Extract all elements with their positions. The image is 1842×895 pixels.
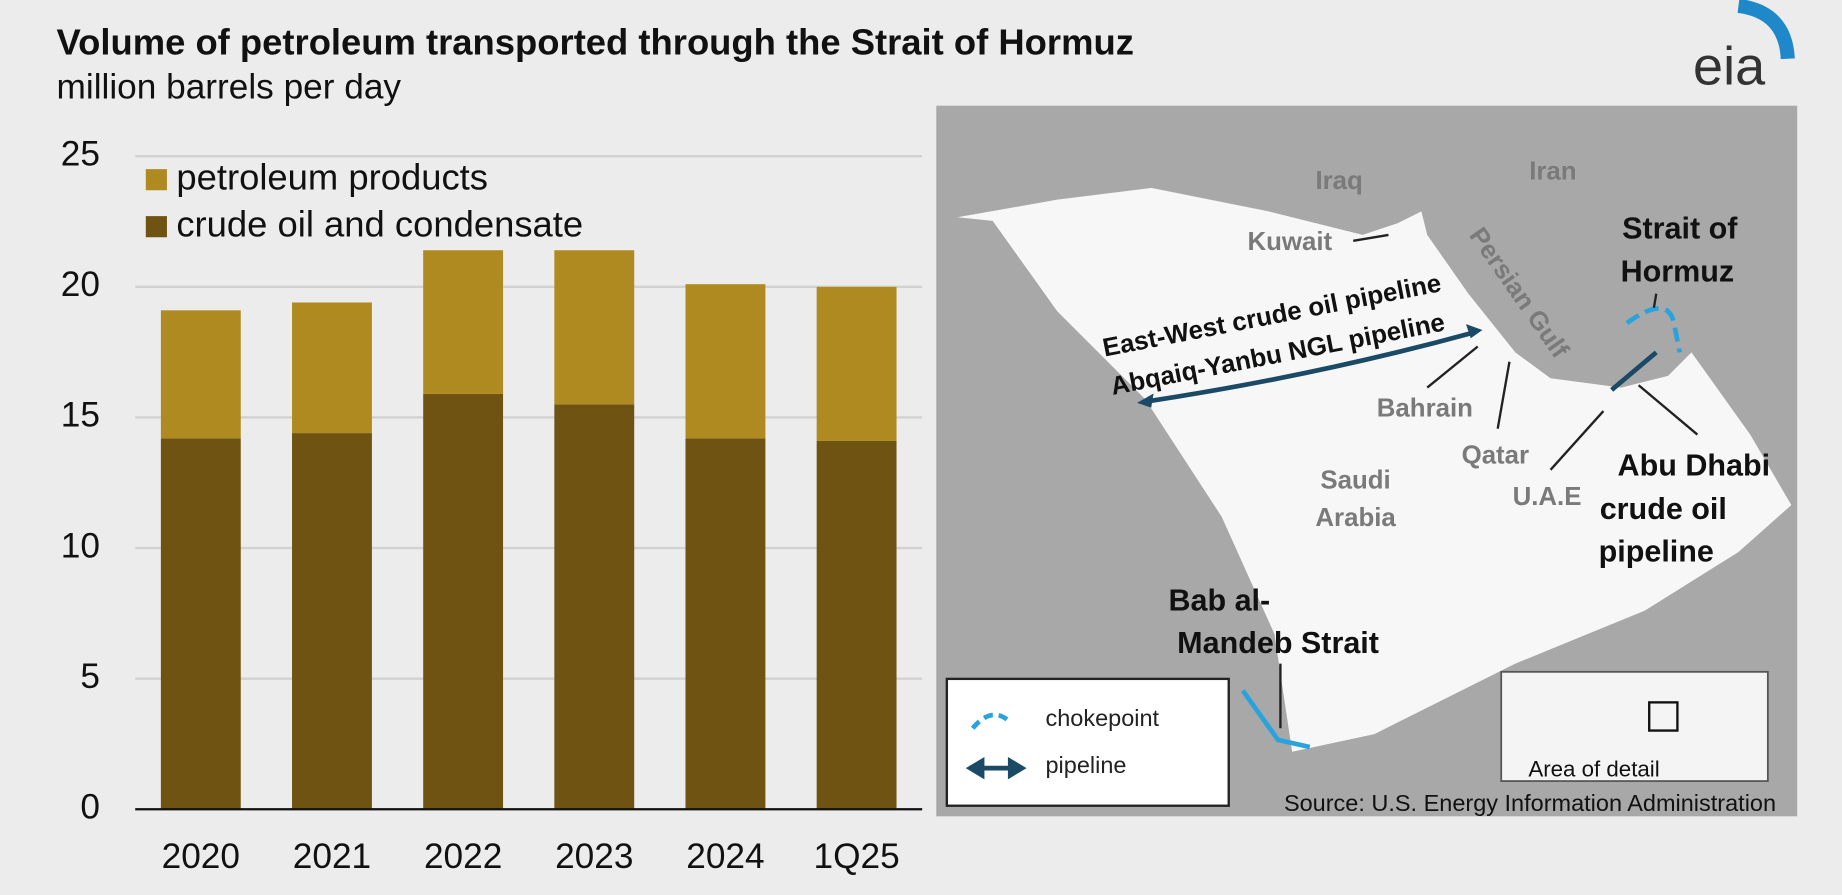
bar-segment [160, 310, 241, 439]
map-label: Qatar [1462, 442, 1529, 470]
bar-segment [423, 250, 504, 394]
x-tick-label: 2020 [162, 837, 240, 876]
logo-swoosh [1737, 0, 1795, 60]
map-label: Iraq [1315, 167, 1362, 195]
abu-dhabi-pipeline [1610, 350, 1658, 392]
bar-segment [292, 433, 372, 810]
bar-segment [554, 404, 635, 810]
map-label: Strait of [1622, 211, 1738, 245]
legend-label: crude oil and condensate [176, 203, 583, 244]
chart-title: Volume of petroleum transported through … [57, 21, 1134, 62]
x-tick-label: 2024 [686, 837, 764, 876]
bar-segment [423, 393, 504, 810]
bab-chokepoint [1240, 689, 1311, 750]
y-tick-label: 20 [61, 265, 100, 304]
x-tick-label: 2022 [424, 837, 502, 876]
map-label: U.A.E [1513, 483, 1582, 511]
y-tick-label: 15 [61, 396, 100, 435]
source: Source: U.S. Energy Information Administ… [1284, 790, 1776, 816]
legend-pipeline-symbol [965, 756, 1027, 780]
map-legend-label: chokepoint [1046, 705, 1160, 731]
east-west-pipeline [1144, 330, 1475, 405]
map-label: Iran [1529, 157, 1576, 185]
bar-segment [816, 286, 897, 441]
bar-segment [554, 250, 635, 405]
chart-subtitle: million barrels per day [57, 68, 402, 107]
inset-map [1500, 670, 1769, 782]
legend-swatch [145, 216, 167, 238]
logo: eia [1693, 37, 1766, 97]
y-tick-label: 10 [61, 526, 100, 565]
map-label: Kuwait [1247, 228, 1332, 256]
map-label: Bahrain [1377, 395, 1473, 423]
x-tick-label: 2021 [293, 837, 371, 876]
map-label: Arabia [1315, 504, 1396, 532]
map-label: crude oil [1600, 492, 1727, 526]
y-tick-label: 0 [80, 788, 100, 827]
bar-segment [292, 302, 372, 434]
map-label: Saudi [1320, 466, 1390, 494]
legend-chokepoint-symbol [970, 712, 1012, 730]
leader-lines [1279, 233, 1699, 729]
y-tick-label: 5 [80, 657, 100, 696]
y-tick-label: 25 [61, 135, 100, 174]
legend-swatch [145, 169, 167, 191]
map-label: Abu Dhabi [1618, 449, 1771, 483]
hormuz-chokepoint [1625, 306, 1683, 353]
map-label: Hormuz [1621, 255, 1735, 289]
map-legend-label: pipeline [1046, 752, 1127, 778]
inset-label: Area of detail [1528, 756, 1659, 781]
bar-segment [685, 284, 766, 439]
bar-segment [685, 438, 766, 810]
inset-detail-box [1648, 701, 1679, 732]
map-label: pipeline [1599, 534, 1714, 568]
arabian-peninsula [957, 187, 1792, 752]
map-label: Mandeb Strait [1177, 626, 1379, 660]
x-tick-label: 2023 [555, 837, 633, 876]
bar-segment [160, 438, 241, 810]
legend-label: petroleum products [176, 156, 488, 197]
map-legend-box [945, 677, 1230, 807]
map-label: Bab al- [1168, 584, 1270, 618]
x-tick-label: 1Q25 [814, 837, 900, 876]
bar-segment [816, 440, 897, 810]
